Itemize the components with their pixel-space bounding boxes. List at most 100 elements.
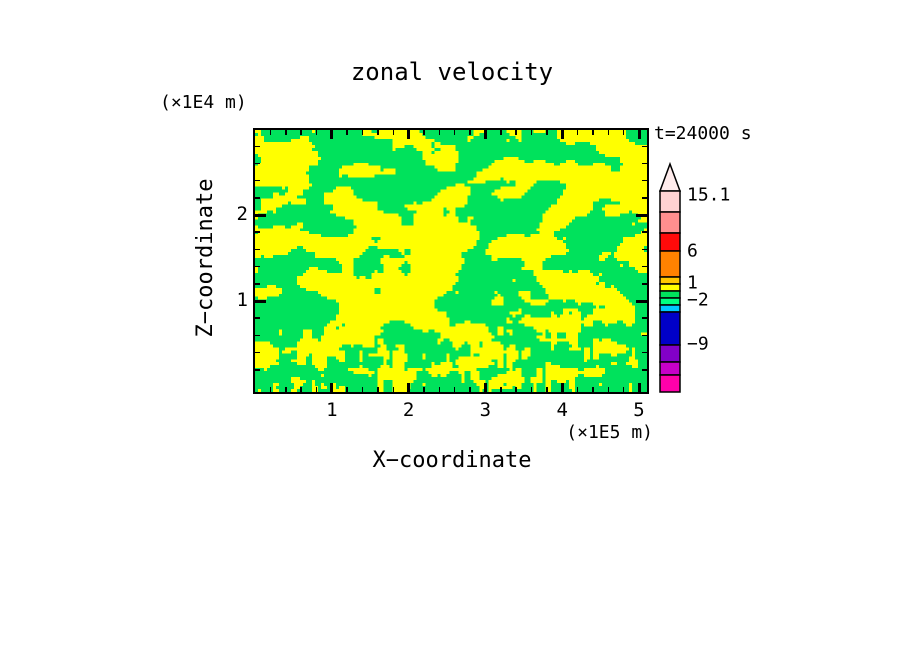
y-minor-tick — [255, 317, 260, 319]
x-minor-tick — [285, 130, 287, 135]
x-minor-tick — [377, 387, 379, 392]
x-minor-tick — [300, 387, 302, 392]
x-minor-tick — [285, 387, 287, 392]
x-minor-tick — [469, 387, 471, 392]
x-minor-tick — [576, 387, 579, 392]
x-minor-tick — [607, 387, 609, 392]
y-minor-tick — [642, 351, 647, 354]
y-minor-tick — [255, 369, 260, 371]
y-axis-label: Z−coordinate — [193, 178, 218, 338]
x-minor-tick — [269, 387, 272, 392]
x-minor-tick — [315, 387, 318, 392]
colorbar-segment — [659, 232, 681, 252]
colorbar-segment — [659, 283, 681, 292]
y-minor-tick — [642, 283, 647, 285]
colorbar-segment — [659, 304, 681, 313]
x-minor-tick — [453, 130, 456, 135]
colorbar-segment — [659, 311, 681, 346]
x-minor-tick — [530, 130, 533, 135]
x-minor-tick — [423, 387, 425, 392]
x-tick-label: 5 — [633, 399, 645, 421]
y-minor-tick — [255, 265, 260, 268]
colorbar-segment — [659, 190, 681, 213]
x-minor-tick — [423, 130, 425, 135]
x-minor-tick — [392, 130, 394, 135]
y-minor-tick — [642, 248, 647, 251]
y-major-tick — [636, 213, 647, 217]
x-major-tick — [407, 130, 411, 139]
colorbar-label: 1 — [687, 272, 698, 294]
colorbar-label: −2 — [687, 289, 709, 311]
x-minor-tick — [300, 130, 302, 135]
x-minor-tick — [546, 130, 548, 135]
x-minor-tick — [622, 387, 625, 392]
x-major-tick — [483, 383, 487, 392]
x-minor-tick — [607, 130, 609, 135]
x-minor-tick — [500, 130, 502, 135]
x-minor-tick — [361, 130, 364, 135]
x-major-tick — [560, 383, 564, 392]
x-minor-tick — [576, 130, 579, 135]
x-minor-tick — [622, 130, 625, 135]
y-minor-tick — [642, 162, 647, 165]
x-minor-tick — [438, 387, 441, 392]
colorbar — [659, 162, 682, 393]
x-minor-tick — [346, 387, 348, 392]
x-minor-tick — [515, 387, 517, 392]
x-tick-label: 4 — [556, 399, 568, 421]
y-minor-tick — [255, 334, 260, 337]
time-label: t=24000 s — [654, 123, 752, 144]
x-minor-tick — [438, 130, 441, 135]
y-minor-tick — [255, 351, 260, 354]
x-major-tick — [560, 130, 564, 139]
x-tick-label: 1 — [326, 399, 338, 421]
x-minor-tick — [315, 130, 318, 135]
colorbar-label: −9 — [687, 333, 709, 355]
y-minor-tick — [255, 197, 260, 199]
y-tick-label: 1 — [236, 289, 248, 311]
x-minor-tick — [269, 130, 272, 135]
x-minor-tick — [530, 387, 533, 392]
x-major-tick — [330, 383, 334, 392]
x-tick-label: 2 — [402, 399, 415, 421]
y-minor-tick — [642, 197, 647, 199]
y-minor-tick — [255, 248, 260, 251]
y-minor-tick — [642, 265, 647, 268]
colorbar-segment — [659, 250, 681, 278]
y-minor-tick — [642, 231, 647, 233]
y-minor-tick — [642, 369, 647, 371]
y-axis-unit: (×1E4 m) — [160, 92, 247, 113]
x-minor-tick — [453, 387, 456, 392]
colorbar-segment — [659, 276, 681, 285]
y-minor-tick — [255, 179, 260, 182]
colorbar-segment — [659, 344, 681, 363]
y-minor-tick — [642, 317, 647, 319]
x-minor-tick — [500, 387, 502, 392]
y-minor-tick — [255, 145, 260, 147]
x-minor-tick — [361, 387, 364, 392]
y-minor-tick — [255, 283, 260, 285]
x-minor-tick — [392, 387, 394, 392]
plot-title: zonal velocity — [350, 58, 554, 86]
x-major-tick — [637, 130, 641, 139]
colorbar-segment — [659, 374, 681, 393]
x-minor-tick — [346, 130, 348, 135]
x-minor-tick — [377, 130, 379, 135]
x-minor-tick — [546, 387, 548, 392]
colorbar-segment — [659, 290, 681, 299]
y-minor-tick — [255, 162, 260, 165]
colorbar-label: 15.1 — [687, 184, 731, 206]
x-minor-tick — [592, 387, 594, 392]
y-tick-label: 2 — [236, 203, 248, 225]
y-minor-tick — [642, 179, 647, 182]
velocity-field-canvas — [255, 130, 647, 392]
x-major-tick — [407, 383, 411, 392]
colorbar-segment — [659, 297, 681, 306]
colorbar-label: 6 — [687, 240, 698, 262]
y-major-tick — [255, 213, 266, 217]
y-major-tick — [255, 299, 266, 303]
colorbar-segment — [659, 361, 681, 376]
x-axis-unit: (×1E5 m) — [566, 422, 653, 443]
x-minor-tick — [515, 130, 517, 135]
